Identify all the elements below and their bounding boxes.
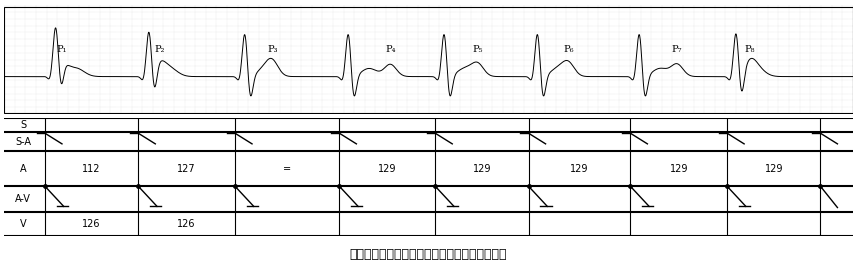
Text: V: V: [20, 219, 27, 229]
Text: 129: 129: [570, 164, 589, 174]
Text: 126: 126: [177, 219, 196, 229]
Text: P₂: P₂: [154, 45, 165, 54]
Text: 129: 129: [764, 164, 783, 174]
Text: P₃: P₃: [267, 45, 278, 54]
Text: P₈: P₈: [745, 45, 755, 54]
Text: 129: 129: [473, 164, 491, 174]
Text: 双重逸搏心律引起窦房、房室干扰性分离心电图: 双重逸搏心律引起窦房、房室干扰性分离心电图: [350, 248, 507, 261]
Text: A-V: A-V: [15, 194, 31, 204]
Text: 129: 129: [669, 164, 688, 174]
Text: 127: 127: [177, 164, 196, 174]
Text: P₁: P₁: [57, 45, 67, 54]
Text: A: A: [20, 164, 27, 174]
Text: 112: 112: [82, 164, 101, 174]
Text: P₅: P₅: [472, 45, 483, 54]
Text: S: S: [20, 120, 26, 130]
Text: P₄: P₄: [385, 45, 396, 54]
Text: 129: 129: [378, 164, 396, 174]
Text: P₇: P₇: [672, 45, 682, 54]
Text: S-A: S-A: [15, 136, 31, 147]
Text: =: =: [283, 164, 291, 174]
Text: 126: 126: [82, 219, 101, 229]
Text: P₆: P₆: [563, 45, 574, 54]
